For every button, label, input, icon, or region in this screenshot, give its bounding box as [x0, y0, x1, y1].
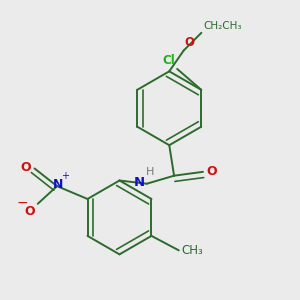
Text: O: O: [184, 36, 194, 49]
Text: N: N: [52, 178, 63, 191]
Text: O: O: [25, 205, 35, 218]
Text: N: N: [134, 176, 145, 189]
Text: O: O: [206, 165, 217, 178]
Text: −: −: [16, 196, 28, 210]
Text: O: O: [20, 161, 31, 174]
Text: +: +: [61, 171, 69, 181]
Text: H: H: [146, 167, 154, 177]
Text: CH₃: CH₃: [181, 244, 203, 257]
Text: CH₂CH₃: CH₂CH₃: [203, 21, 242, 31]
Text: Cl: Cl: [163, 54, 175, 67]
